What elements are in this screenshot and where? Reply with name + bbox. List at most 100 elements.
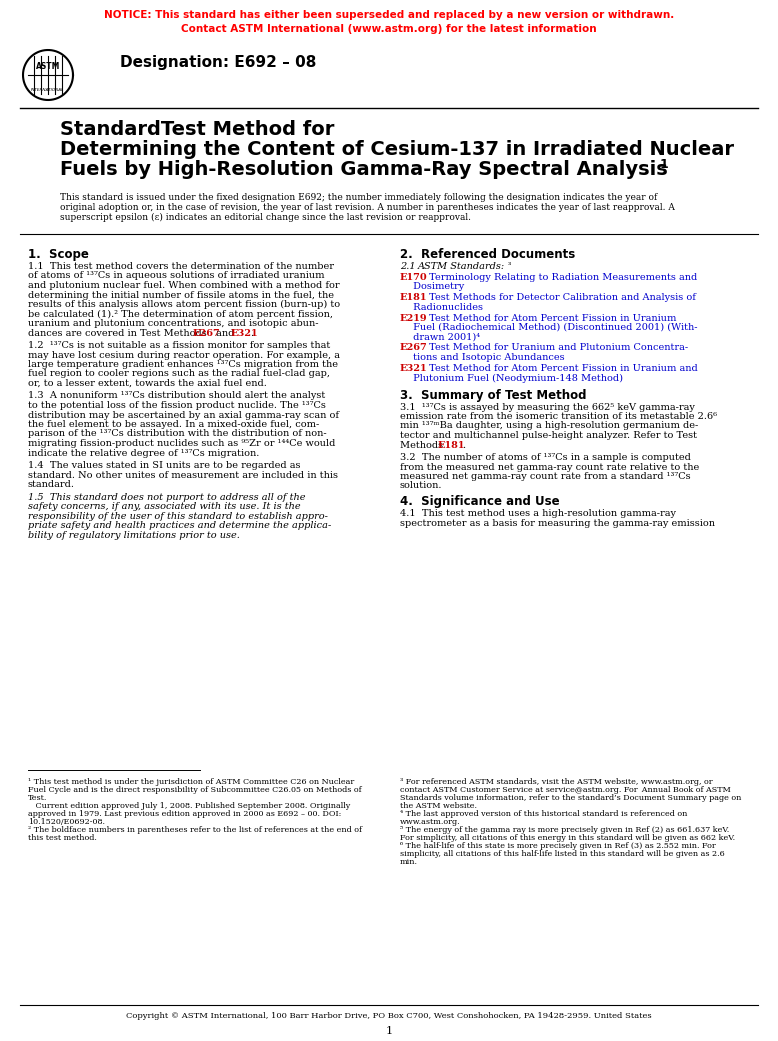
Text: dances are covered in Test Methods: dances are covered in Test Methods	[28, 329, 210, 337]
Text: to the potential loss of the fission product nuclide. The ¹³⁷Cs: to the potential loss of the fission pro…	[28, 401, 326, 410]
Text: E219: E219	[400, 313, 428, 323]
Text: 10.1520/E0692-08.: 10.1520/E0692-08.	[28, 818, 105, 826]
Text: 1.2  ¹³⁷Cs is not suitable as a fission monitor for samples that: 1.2 ¹³⁷Cs is not suitable as a fission m…	[28, 341, 330, 350]
Text: spectrometer as a basis for measuring the gamma-ray emission: spectrometer as a basis for measuring th…	[400, 518, 715, 528]
Text: from the measured net gamma-ray count rate relative to the: from the measured net gamma-ray count ra…	[400, 462, 699, 472]
Text: Contact ASTM International (www.astm.org) for the latest information: Contact ASTM International (www.astm.org…	[181, 24, 597, 34]
Text: Dosimetry: Dosimetry	[410, 282, 464, 291]
Text: ⁵ The energy of the gamma ray is more precisely given in Ref (2) as 661.637 keV.: ⁵ The energy of the gamma ray is more pr…	[400, 826, 729, 834]
Text: 1: 1	[660, 158, 669, 171]
Text: ³: ³	[508, 262, 511, 270]
Text: Radionuclides: Radionuclides	[410, 303, 483, 311]
Text: indicate the relative degree of ¹³⁷Cs migration.: indicate the relative degree of ¹³⁷Cs mi…	[28, 449, 259, 457]
Text: 4.1  This test method uses a high-resolution gamma-ray: 4.1 This test method uses a high-resolut…	[400, 509, 676, 518]
Text: results of this analysis allows atom percent fission (burn-up) to: results of this analysis allows atom per…	[28, 300, 340, 309]
Text: Fuel Cycle and is the direct responsibility of Subcommittee C26.05 on Methods of: Fuel Cycle and is the direct responsibil…	[28, 786, 362, 794]
Text: 3.1  ¹³⁷Cs is assayed by measuring the 662⁵ keV gamma-ray: 3.1 ¹³⁷Cs is assayed by measuring the 66…	[400, 403, 695, 411]
Text: bility of regulatory limitations prior to use.: bility of regulatory limitations prior t…	[28, 531, 240, 539]
Text: E181: E181	[400, 293, 427, 302]
Text: Determining the Content of Cesium-137 in Irradiated Nuclear: Determining the Content of Cesium-137 in…	[60, 139, 734, 159]
Text: 2.  Referenced Documents: 2. Referenced Documents	[400, 248, 575, 261]
Text: solution.: solution.	[400, 482, 443, 490]
Text: 1.4  The values stated in SI units are to be regarded as: 1.4 The values stated in SI units are to…	[28, 461, 300, 469]
Text: 4.  Significance and Use: 4. Significance and Use	[400, 496, 559, 508]
Text: may have lost cesium during reactor operation. For example, a: may have lost cesium during reactor oper…	[28, 351, 340, 359]
Text: This standard is issued under the fixed designation E692; the number immediately: This standard is issued under the fixed …	[60, 193, 657, 202]
Text: .: .	[462, 440, 465, 450]
Text: the ASTM website.: the ASTM website.	[400, 802, 477, 810]
Text: 1.3  A nonuniform ¹³⁷Cs distribution should alert the analyst: 1.3 A nonuniform ¹³⁷Cs distribution shou…	[28, 391, 325, 401]
Text: tector and multichannel pulse-height analyzer. Refer to Test: tector and multichannel pulse-height ana…	[400, 431, 697, 440]
Text: 1.5  This standard does not purport to address all of the: 1.5 This standard does not purport to ad…	[28, 492, 306, 502]
Text: responsibility of the user of this standard to establish appro-: responsibility of the user of this stand…	[28, 511, 328, 520]
Text: Fuel (Radiochemical Method) (Discontinued 2001) (With-: Fuel (Radiochemical Method) (Discontinue…	[410, 323, 698, 332]
Text: For simplicity, all citations of this energy in this standard will be given as 6: For simplicity, all citations of this en…	[400, 834, 735, 842]
Text: 1: 1	[385, 1026, 393, 1036]
Text: tions and Isotopic Abundances: tions and Isotopic Abundances	[410, 353, 565, 362]
Text: be calculated (1).² The determination of atom percent fission,: be calculated (1).² The determination of…	[28, 309, 333, 319]
Text: Test.: Test.	[28, 794, 47, 802]
Text: E181: E181	[438, 440, 465, 450]
Text: approved in 1979. Last previous edition approved in 2000 as E692 – 00. DOI:: approved in 1979. Last previous edition …	[28, 810, 342, 818]
Text: or, to a lesser extent, towards the axial fuel end.: or, to a lesser extent, towards the axia…	[28, 379, 267, 388]
Text: min ¹³⁷ᵐBa daughter, using a high-resolution germanium de-: min ¹³⁷ᵐBa daughter, using a high-resolu…	[400, 422, 698, 431]
Text: standard. No other unites of measurement are included in this: standard. No other unites of measurement…	[28, 471, 338, 480]
Text: 3.  Summary of Test Method: 3. Summary of Test Method	[400, 388, 587, 402]
Text: INTERNATIONAL: INTERNATIONAL	[31, 88, 65, 92]
Text: E321: E321	[231, 329, 258, 337]
Text: .: .	[250, 329, 253, 337]
Text: Standards volume information, refer to the standard’s Document Summary page on: Standards volume information, refer to t…	[400, 794, 741, 802]
Text: simplicity, all citations of this half-life listed in this standard will be give: simplicity, all citations of this half-l…	[400, 850, 725, 858]
Text: Terminology Relating to Radiation Measurements and: Terminology Relating to Radiation Measur…	[426, 273, 697, 281]
Text: drawn 2001)⁴: drawn 2001)⁴	[410, 332, 480, 341]
Text: E267: E267	[193, 329, 221, 337]
Text: E267: E267	[400, 344, 428, 353]
Text: E321: E321	[400, 364, 428, 373]
Text: safety concerns, if any, associated with its use. It is the: safety concerns, if any, associated with…	[28, 502, 300, 511]
Text: ⁴ The last approved version of this historical standard is referenced on: ⁴ The last approved version of this hist…	[400, 810, 688, 818]
Text: ² The boldface numbers in parentheses refer to the list of references at the end: ² The boldface numbers in parentheses re…	[28, 826, 362, 834]
Text: ASTM: ASTM	[36, 61, 60, 71]
Text: measured net gamma-ray count rate from a standard ¹³⁷Cs: measured net gamma-ray count rate from a…	[400, 472, 691, 481]
Text: Test Method for Atom Percent Fission in Uranium and: Test Method for Atom Percent Fission in …	[426, 364, 698, 373]
Text: emission rate from the isomeric transition of its metastable 2.6⁶: emission rate from the isomeric transiti…	[400, 412, 717, 421]
Text: www.astm.org.: www.astm.org.	[400, 818, 461, 826]
Text: 1.1  This test method covers the determination of the number: 1.1 This test method covers the determin…	[28, 262, 334, 271]
Text: Test Method for Uranium and Plutonium Concentra-: Test Method for Uranium and Plutonium Co…	[426, 344, 688, 353]
Text: Copyright © ASTM International, 100 Barr Harbor Drive, PO Box C700, West Conshoh: Copyright © ASTM International, 100 Barr…	[126, 1012, 652, 1020]
Text: distribution may be ascertained by an axial gamma-ray scan of: distribution may be ascertained by an ax…	[28, 410, 339, 420]
Text: ASTM Standards:: ASTM Standards:	[418, 262, 505, 271]
Text: Plutonium Fuel (Neodymium-148 Method): Plutonium Fuel (Neodymium-148 Method)	[410, 374, 623, 383]
Text: 2.1: 2.1	[400, 262, 422, 271]
Text: Fuels by High-Resolution Gamma-Ray Spectral Analysis: Fuels by High-Resolution Gamma-Ray Spect…	[60, 160, 668, 179]
Text: StandardTest Method for: StandardTest Method for	[60, 120, 335, 139]
Text: Test Methods for Detector Calibration and Analysis of: Test Methods for Detector Calibration an…	[426, 293, 696, 302]
Text: ⁶ The half-life of this state is more precisely given in Ref (3) as 2.552 min. F: ⁶ The half-life of this state is more pr…	[400, 842, 716, 850]
Text: Current edition approved July 1, 2008. Published September 2008. Originally: Current edition approved July 1, 2008. P…	[28, 802, 350, 810]
Text: ¹ This test method is under the jurisdiction of ASTM Committee C26 on Nuclear: ¹ This test method is under the jurisdic…	[28, 778, 354, 786]
Text: NOTICE: This standard has either been superseded and replaced by a new version o: NOTICE: This standard has either been su…	[104, 10, 674, 20]
Text: Methods: Methods	[400, 440, 447, 450]
Text: uranium and plutonium concentrations, and isotopic abun-: uranium and plutonium concentrations, an…	[28, 319, 318, 328]
Text: standard.: standard.	[28, 480, 75, 489]
Text: of atoms of ¹³⁷Cs in aqueous solutions of irradiated uranium: of atoms of ¹³⁷Cs in aqueous solutions o…	[28, 272, 324, 280]
Text: priate safety and health practices and determine the applica-: priate safety and health practices and d…	[28, 520, 331, 530]
Text: E170: E170	[400, 273, 428, 281]
Text: the fuel element to be assayed. In a mixed-oxide fuel, com-: the fuel element to be assayed. In a mix…	[28, 420, 319, 429]
Text: and: and	[213, 329, 237, 337]
Text: ³ For referenced ASTM standards, visit the ASTM website, www.astm.org, or: ³ For referenced ASTM standards, visit t…	[400, 778, 713, 786]
Text: min.: min.	[400, 858, 418, 866]
Text: and plutonium nuclear fuel. When combined with a method for: and plutonium nuclear fuel. When combine…	[28, 281, 340, 290]
Text: contact ASTM Customer Service at service@astm.org. For  Annual Book of ASTM: contact ASTM Customer Service at service…	[400, 786, 731, 794]
Text: Designation: E692 – 08: Designation: E692 – 08	[120, 55, 317, 70]
Text: 1.  Scope: 1. Scope	[28, 248, 89, 261]
Text: original adoption or, in the case of revision, the year of last revision. A numb: original adoption or, in the case of rev…	[60, 203, 675, 212]
Text: determining the initial number of fissile atoms in the fuel, the: determining the initial number of fissil…	[28, 290, 334, 300]
Text: Test Method for Atom Percent Fission in Uranium: Test Method for Atom Percent Fission in …	[426, 313, 676, 323]
Text: migrating fission-product nuclides such as ⁹⁵Zr or ¹⁴⁴Ce would: migrating fission-product nuclides such …	[28, 439, 335, 448]
Text: superscript epsilon (ε) indicates an editorial change since the last revision or: superscript epsilon (ε) indicates an edi…	[60, 213, 471, 222]
Text: this test method.: this test method.	[28, 834, 97, 842]
Text: parison of the ¹³⁷Cs distribution with the distribution of non-: parison of the ¹³⁷Cs distribution with t…	[28, 430, 327, 438]
Text: 3.2  The number of atoms of ¹³⁷Cs in a sample is computed: 3.2 The number of atoms of ¹³⁷Cs in a sa…	[400, 453, 691, 462]
Text: fuel region to cooler regions such as the radial fuel-clad gap,: fuel region to cooler regions such as th…	[28, 370, 330, 379]
